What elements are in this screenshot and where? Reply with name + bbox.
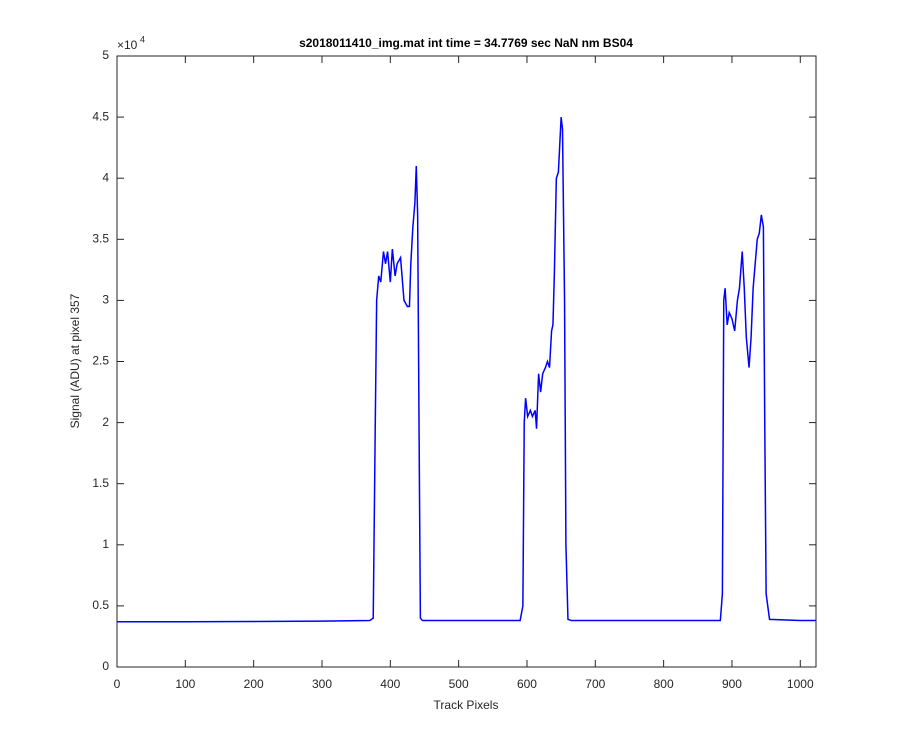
x-tick-label: 700 bbox=[585, 677, 605, 691]
x-tick-label: 600 bbox=[517, 677, 537, 691]
y-tick-label: 4 bbox=[102, 170, 109, 184]
signal-line bbox=[117, 117, 816, 623]
y-tick-label: 0.5 bbox=[92, 598, 109, 612]
y-tick-label: 5 bbox=[102, 48, 109, 62]
x-tick-label: 100 bbox=[175, 677, 195, 691]
x-tick-label: 900 bbox=[722, 677, 742, 691]
x-tick-label: 200 bbox=[244, 677, 264, 691]
y-tick-label: 3 bbox=[102, 293, 109, 307]
y-tick-label: 4.5 bbox=[92, 109, 109, 123]
x-tick-label: 1000 bbox=[787, 677, 814, 691]
y-tick-label: 2.5 bbox=[92, 354, 109, 368]
y-tick-label: 3.5 bbox=[92, 231, 109, 245]
x-tick-label: 300 bbox=[312, 677, 332, 691]
x-axis-label: Track Pixels bbox=[434, 698, 499, 712]
x-tick-label: 400 bbox=[380, 677, 400, 691]
y-tick-label: 1 bbox=[102, 537, 109, 551]
x-tick-label: 800 bbox=[654, 677, 674, 691]
y-tick-label: 2 bbox=[102, 415, 109, 429]
y-axis-label: Signal (ADU) at pixel 357 bbox=[68, 293, 82, 428]
plot-frame bbox=[116, 55, 817, 668]
y-exponent-base: ×10 bbox=[117, 38, 138, 52]
y-exponent: 4 bbox=[140, 34, 145, 44]
y-tick-label: 0 bbox=[102, 659, 109, 673]
chart-title: s2018011410_img.mat int time = 34.7769 s… bbox=[299, 36, 633, 50]
x-tick-label: 500 bbox=[449, 677, 469, 691]
x-tick-label: 0 bbox=[114, 677, 121, 691]
y-tick-label: 1.5 bbox=[92, 476, 109, 490]
